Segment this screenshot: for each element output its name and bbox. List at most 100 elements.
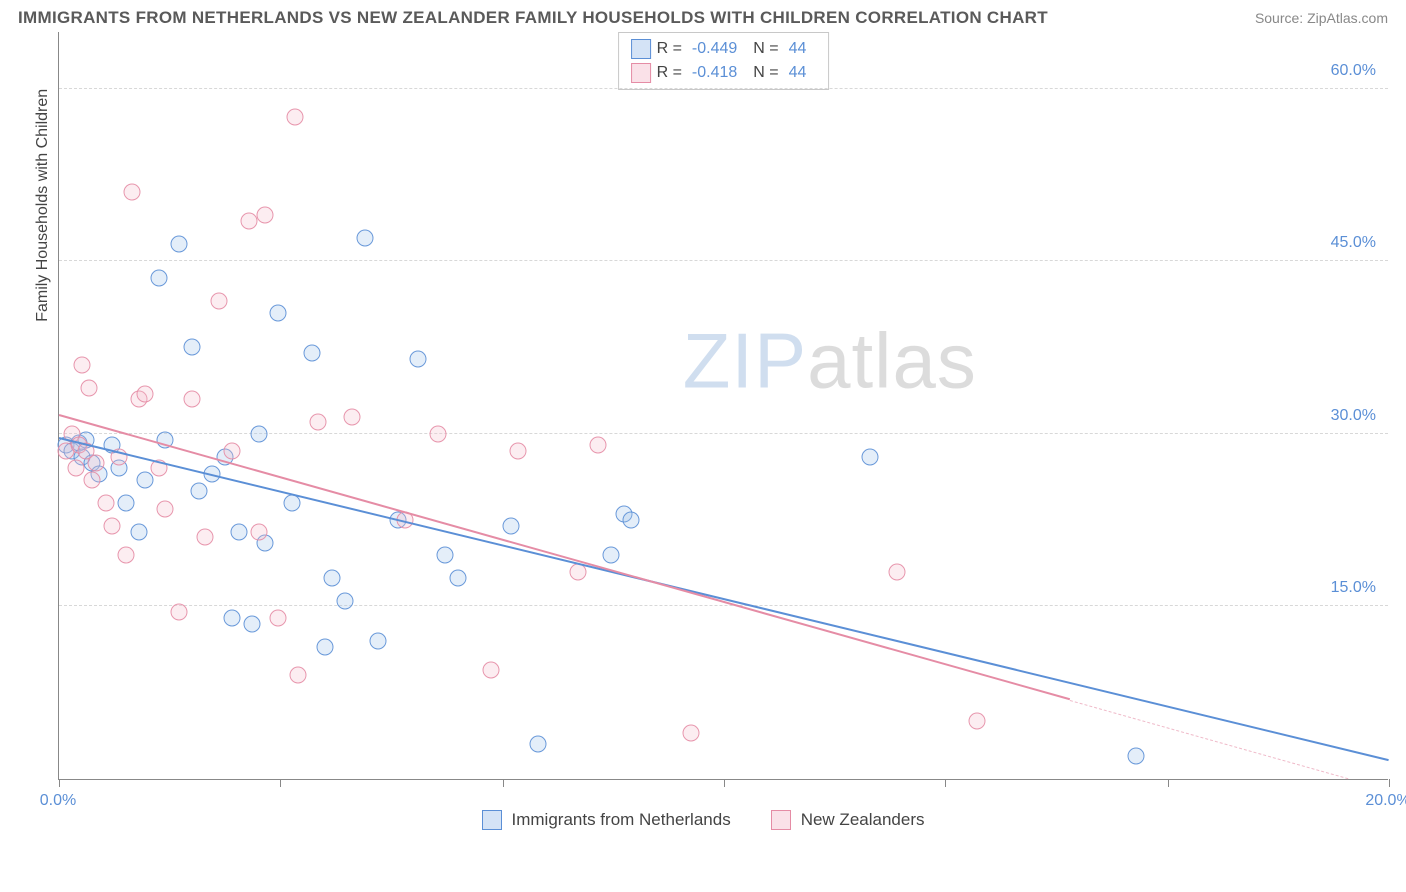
data-point	[290, 667, 307, 684]
x-tick	[59, 779, 60, 787]
data-point	[503, 517, 520, 534]
legend-r-label: R =	[657, 61, 682, 85]
x-tick-label: 20.0%	[1365, 792, 1406, 810]
chart-header: IMMIGRANTS FROM NETHERLANDS VS NEW ZEALA…	[0, 0, 1406, 32]
y-tick-label: 60.0%	[1331, 62, 1376, 80]
legend-item: Immigrants from Netherlands	[482, 810, 731, 830]
data-point	[602, 546, 619, 563]
gridline	[59, 88, 1388, 89]
data-point	[250, 425, 267, 442]
data-point	[257, 207, 274, 224]
legend-r-value: -0.449	[692, 37, 737, 61]
data-point	[197, 529, 214, 546]
legend-row: R = -0.449 N = 44	[631, 37, 817, 61]
x-tick	[1168, 779, 1169, 787]
plot-area: Family Households with Children ZIPatlas…	[58, 32, 1388, 780]
gridline	[59, 260, 1388, 261]
chart-source: Source: ZipAtlas.com	[1255, 10, 1388, 26]
y-axis-label: Family Households with Children	[34, 88, 52, 321]
legend-n-value: 44	[789, 37, 807, 61]
data-point	[888, 563, 905, 580]
data-point	[1128, 748, 1145, 765]
watermark: ZIPatlas	[683, 315, 977, 406]
x-tick	[945, 779, 946, 787]
data-point	[124, 184, 141, 201]
data-point	[862, 448, 879, 465]
data-point	[287, 109, 304, 126]
data-point	[74, 356, 91, 373]
data-point	[622, 512, 639, 529]
legend-n-label: N =	[753, 37, 778, 61]
trendline	[59, 437, 1390, 761]
legend-r-label: R =	[657, 37, 682, 61]
data-point	[250, 523, 267, 540]
data-point	[150, 270, 167, 287]
data-point	[243, 615, 260, 632]
data-point	[529, 736, 546, 753]
data-point	[436, 546, 453, 563]
data-point	[223, 443, 240, 460]
watermark-zip: ZIP	[683, 316, 807, 404]
legend-swatch	[771, 810, 791, 830]
data-point	[270, 304, 287, 321]
legend-series: Immigrants from Netherlands New Zealander…	[18, 810, 1388, 830]
data-point	[130, 523, 147, 540]
legend-r-value: -0.418	[692, 61, 737, 85]
data-point	[968, 713, 985, 730]
data-point	[370, 632, 387, 649]
data-point	[509, 443, 526, 460]
x-tick-label: 0.0%	[40, 792, 76, 810]
legend-swatch	[631, 39, 651, 59]
x-tick	[280, 779, 281, 787]
data-point	[67, 460, 84, 477]
data-point	[87, 454, 104, 471]
legend-n-label: N =	[753, 61, 778, 85]
data-point	[430, 425, 447, 442]
data-point	[104, 517, 121, 534]
data-point	[190, 483, 207, 500]
data-point	[210, 293, 227, 310]
data-point	[356, 230, 373, 247]
legend-swatch	[482, 810, 502, 830]
data-point	[450, 569, 467, 586]
legend-n-value: 44	[789, 61, 807, 85]
data-point	[336, 592, 353, 609]
trendline	[59, 414, 1070, 700]
x-tick	[724, 779, 725, 787]
data-point	[240, 212, 257, 229]
data-point	[223, 609, 240, 626]
data-point	[343, 408, 360, 425]
legend-item: New Zealanders	[771, 810, 925, 830]
correlation-chart: Family Households with Children ZIPatlas…	[18, 32, 1388, 872]
data-point	[137, 385, 154, 402]
y-tick-label: 45.0%	[1331, 234, 1376, 252]
data-point	[230, 523, 247, 540]
data-point	[483, 661, 500, 678]
data-point	[270, 609, 287, 626]
data-point	[323, 569, 340, 586]
data-point	[80, 379, 97, 396]
data-point	[97, 494, 114, 511]
data-point	[682, 724, 699, 741]
data-point	[170, 604, 187, 621]
gridline	[59, 605, 1388, 606]
x-tick	[1389, 779, 1390, 787]
legend-label: Immigrants from Netherlands	[512, 810, 731, 830]
data-point	[184, 339, 201, 356]
data-point	[410, 350, 427, 367]
data-point	[317, 638, 334, 655]
chart-title: IMMIGRANTS FROM NETHERLANDS VS NEW ZEALA…	[18, 8, 1048, 28]
data-point	[170, 235, 187, 252]
data-point	[84, 471, 101, 488]
data-point	[117, 546, 134, 563]
legend-correlation: R = -0.449 N = 44 R = -0.418 N = 44	[618, 32, 830, 90]
data-point	[303, 345, 320, 362]
watermark-atlas: atlas	[807, 316, 977, 404]
y-tick-label: 30.0%	[1331, 407, 1376, 425]
data-point	[117, 494, 134, 511]
data-point	[589, 437, 606, 454]
data-point	[310, 414, 327, 431]
legend-swatch	[631, 63, 651, 83]
x-tick	[503, 779, 504, 787]
legend-row: R = -0.418 N = 44	[631, 61, 817, 85]
